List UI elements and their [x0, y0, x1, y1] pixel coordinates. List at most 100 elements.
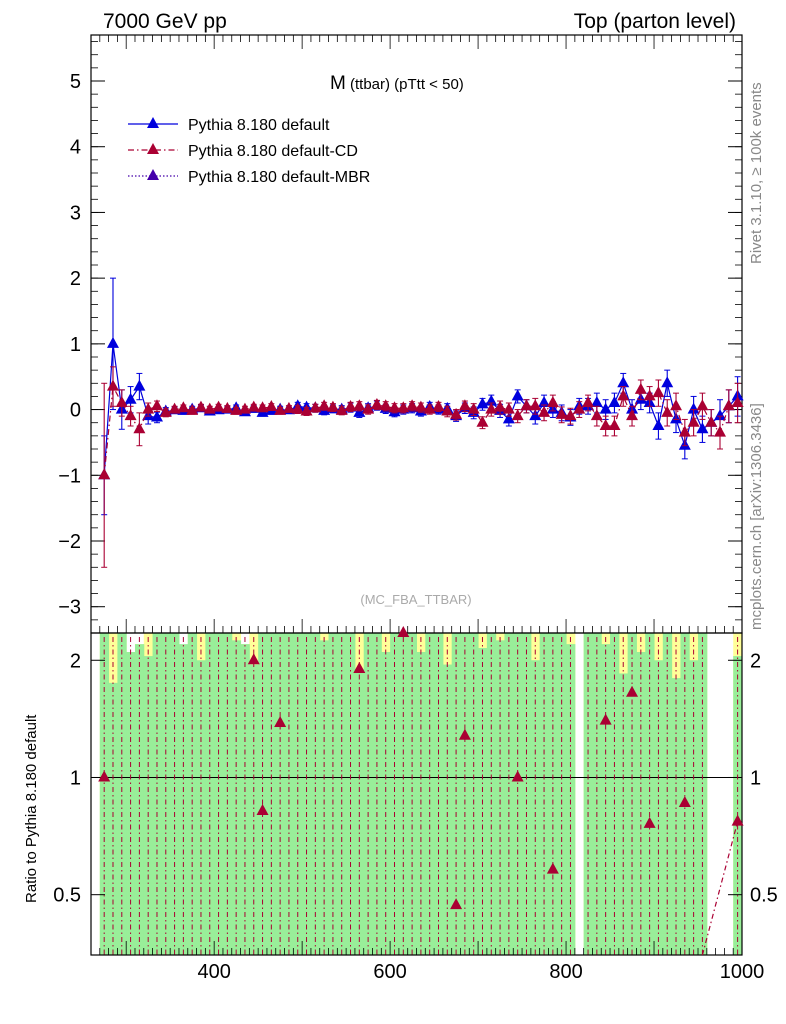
data-point	[282, 401, 295, 413]
data-point	[142, 402, 155, 414]
data-point	[159, 405, 172, 417]
data-point	[678, 425, 691, 437]
ratio-tail-line	[701, 821, 739, 956]
data-point	[643, 389, 656, 401]
ratio-tick-label-left: 0.5	[53, 885, 81, 907]
data-point	[687, 402, 700, 414]
data-point	[309, 401, 322, 413]
ratio-band-green	[434, 633, 444, 955]
data-point	[256, 401, 269, 413]
ratio-band-green	[698, 633, 708, 955]
header-left: 7000 GeV pp	[103, 10, 227, 33]
y-tick-label: 4	[70, 137, 81, 159]
data-point	[520, 399, 533, 411]
ratio-marker	[678, 795, 691, 807]
data-point	[177, 401, 190, 413]
ratio-band-green	[627, 633, 637, 955]
data-point	[291, 402, 304, 414]
ratio-band-green	[275, 633, 286, 955]
legend-marker-blue	[147, 117, 159, 128]
data-point	[194, 400, 207, 412]
ratio-band-green	[266, 633, 277, 955]
ratio-band-green	[495, 640, 505, 955]
ratio-band-green	[460, 633, 470, 955]
legend-marker-purple	[147, 169, 159, 180]
x-tick-label: 800	[549, 961, 582, 983]
ratio-band-green	[152, 633, 162, 955]
data-point	[696, 422, 709, 434]
ratio-band-green	[214, 633, 224, 955]
ratio-marker	[274, 716, 287, 728]
ratio-band-green	[117, 633, 127, 955]
ratio-band-green	[592, 633, 602, 955]
data-point	[98, 468, 111, 480]
ratio-marker	[256, 804, 269, 816]
data-point	[133, 379, 146, 391]
data-point	[441, 404, 454, 416]
data-point	[353, 399, 366, 411]
data-point	[511, 389, 524, 401]
data-point	[150, 410, 163, 422]
ratio-tick-label-right: 0.5	[750, 885, 778, 907]
data-point	[247, 400, 260, 412]
ratio-tick-label-left: 1	[70, 767, 81, 789]
data-point	[238, 402, 251, 414]
data-point	[652, 386, 665, 398]
ratio-band-green	[522, 633, 532, 955]
data-point	[705, 415, 718, 427]
data-point	[106, 336, 119, 348]
data-point	[186, 403, 199, 415]
mcplots-label: mcplots.cern.ch [arXiv:1306.3436]	[748, 403, 765, 630]
data-point	[502, 402, 515, 414]
ratio-band-green	[284, 633, 294, 955]
data-point	[221, 401, 234, 413]
data-point	[714, 425, 727, 437]
ratio-band-green	[143, 656, 154, 955]
ratio-band-green	[222, 633, 233, 955]
data-point	[335, 403, 348, 415]
y-tick-label: −3	[58, 597, 81, 619]
series-group	[98, 277, 744, 568]
data-point	[388, 401, 401, 413]
data-point	[406, 399, 419, 411]
ratio-band-green	[372, 633, 382, 955]
legend-label-mbr: Pythia 8.180 default-MBR	[188, 169, 370, 186]
data-point	[670, 399, 683, 411]
ratio-band-green	[337, 633, 347, 955]
ratio-marker	[353, 661, 366, 673]
y-tick-label: −2	[58, 531, 81, 553]
data-point	[265, 399, 278, 411]
ratio-band-green	[231, 640, 242, 955]
legend-label-cd: Pythia 8.180 default-CD	[188, 143, 358, 160]
data-point	[599, 419, 612, 430]
data-point	[714, 409, 727, 421]
ratio-markers	[98, 626, 744, 956]
data-point	[168, 402, 181, 414]
ratio-band-green	[425, 633, 435, 955]
ratio-marker	[511, 770, 524, 782]
ratio-band-green	[205, 633, 215, 955]
y-tick-label: 0	[70, 400, 81, 422]
data-point	[661, 376, 674, 388]
ratio-band-green	[363, 633, 374, 955]
data-point	[617, 376, 630, 388]
data-point	[652, 419, 665, 430]
data-point	[133, 422, 146, 434]
legend: Pythia 8.180 default Pythia 8.180 defaul…	[128, 117, 370, 186]
data-point	[590, 396, 603, 407]
data-point	[370, 397, 383, 409]
ratio-band-green	[513, 633, 523, 955]
y-tick-label: 2	[70, 268, 81, 290]
data-point	[432, 399, 445, 411]
legend-label-default: Pythia 8.180 default	[188, 117, 330, 134]
data-point	[203, 402, 216, 414]
ratio-band-green	[583, 633, 593, 955]
ratio-band-green	[662, 633, 673, 955]
data-point	[529, 399, 542, 411]
data-point	[230, 403, 243, 415]
data-point	[124, 409, 137, 421]
ratio-band-green	[319, 640, 330, 955]
y-tick-label: 1	[70, 334, 81, 356]
data-point	[696, 399, 709, 411]
ratio-band-green	[108, 682, 118, 955]
